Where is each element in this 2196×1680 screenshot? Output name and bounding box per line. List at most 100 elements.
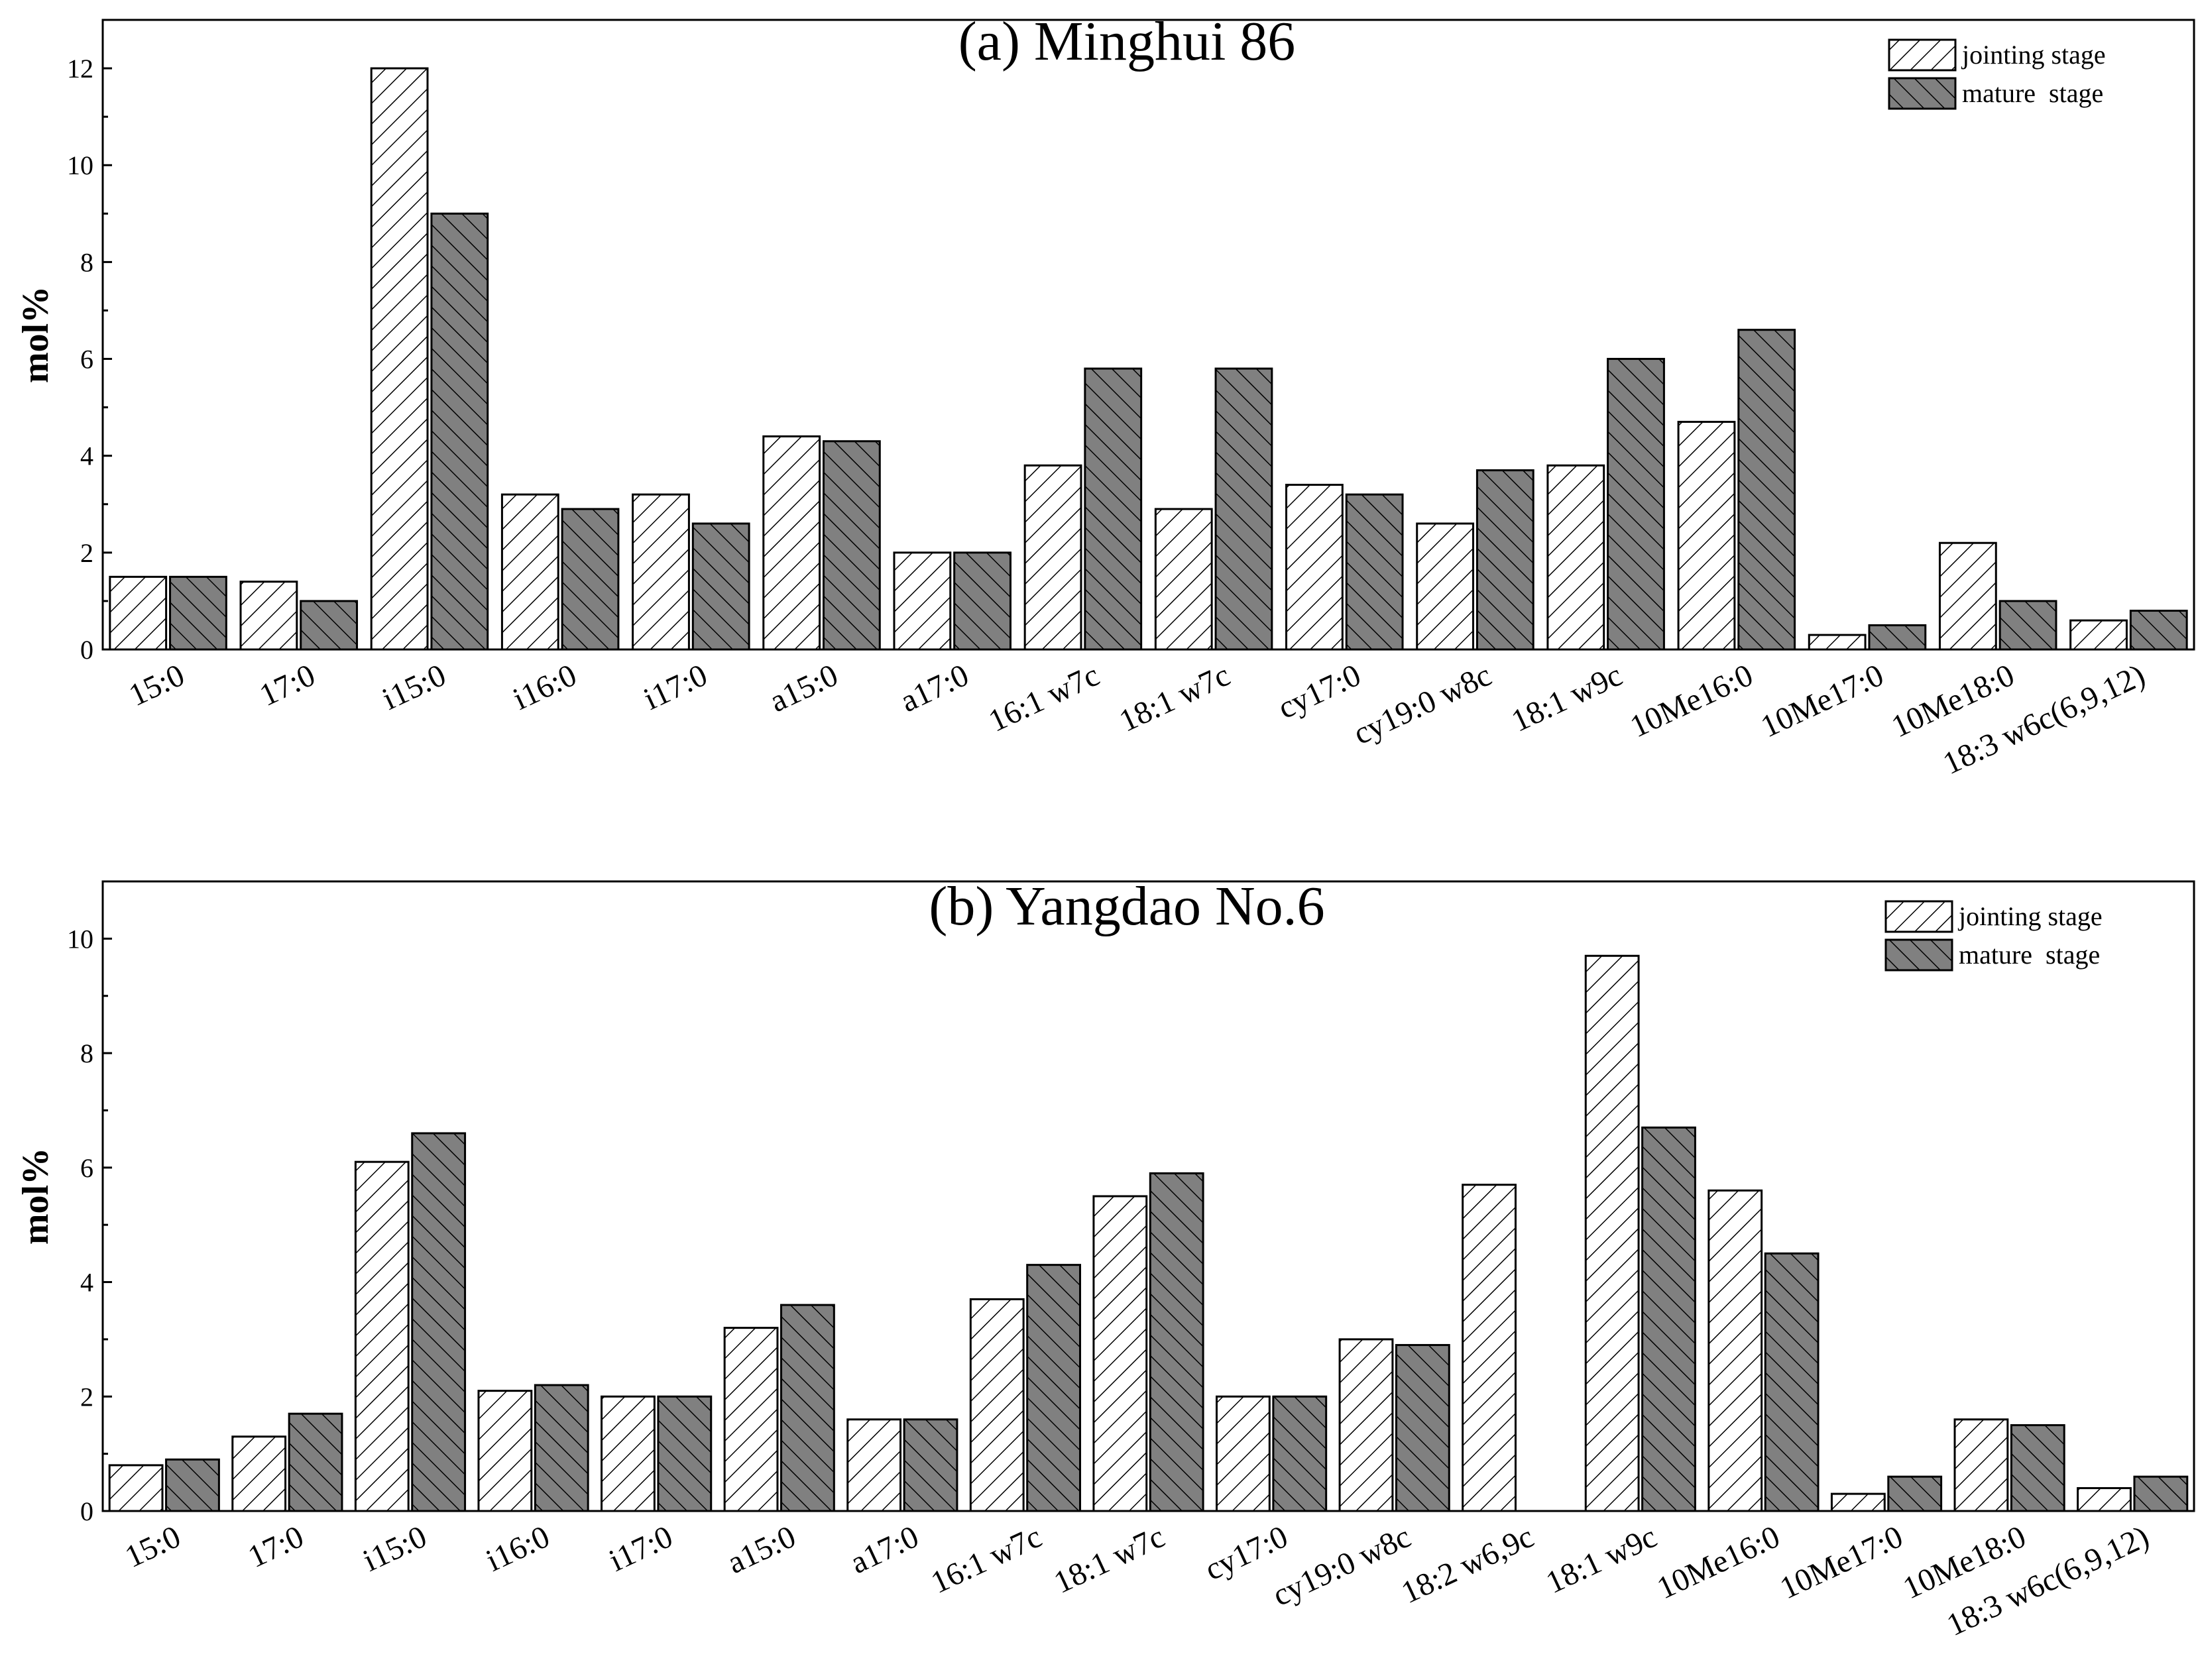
legend-swatch-mature <box>1884 938 1953 972</box>
x-tick-label: i16:0 <box>508 657 582 717</box>
bar-mature-5 <box>822 440 881 651</box>
bar-mature-15 <box>2129 610 2188 651</box>
bar-jointing-5 <box>762 435 821 651</box>
bar-jointing-0 <box>109 575 168 651</box>
x-tick-label: 18:3 w6c(6,9,12) <box>1941 1519 2154 1643</box>
bar-jointing-13 <box>1808 634 1867 651</box>
y-tick-label: 4 <box>80 441 93 471</box>
chart-title: (b) Yangdao No.6 <box>929 875 1324 937</box>
bar-jointing-3 <box>477 1390 533 1512</box>
bar-jointing-8 <box>1092 1195 1148 1512</box>
bar-jointing-7 <box>1023 464 1082 651</box>
legend-swatch-jointing <box>1888 38 1957 72</box>
bar-mature-7 <box>1084 367 1143 651</box>
x-tick-label: a15:0 <box>764 657 843 719</box>
legend-label: mature stage <box>1959 940 2100 970</box>
x-tick-label: cy17:0 <box>1273 657 1366 726</box>
y-axis-label: mol% <box>15 1148 56 1245</box>
bar-mature-14 <box>1887 1475 1943 1512</box>
bar-mature-13 <box>1764 1252 1820 1512</box>
plot-frame <box>101 19 2195 651</box>
x-tick-label: i16:0 <box>481 1519 555 1579</box>
x-tick-label: 18:1 w7c <box>1049 1519 1170 1600</box>
x-tick-label: a17:0 <box>895 657 974 719</box>
y-tick-label: 6 <box>80 1153 93 1183</box>
bar-mature-3 <box>561 508 620 651</box>
x-tick-label: 17:0 <box>243 1519 309 1575</box>
bar-jointing-16 <box>2077 1486 2132 1512</box>
bar-mature-2 <box>411 1132 467 1512</box>
bar-jointing-2 <box>354 1160 410 1512</box>
chart-title: (a) Minghui 86 <box>958 11 1296 72</box>
y-tick-label: 8 <box>80 1038 93 1068</box>
bar-jointing-9 <box>1216 1395 1271 1512</box>
y-tick-label: 10 <box>67 924 93 954</box>
legend-label: jointing stage <box>1957 901 2103 931</box>
y-tick-label: 0 <box>80 635 93 665</box>
bar-mature-6 <box>903 1418 958 1512</box>
bar-mature-16 <box>2133 1475 2189 1512</box>
y-axis-label: mol% <box>15 286 56 383</box>
bar-mature-5 <box>780 1304 835 1512</box>
bar-mature-14 <box>1998 600 2057 651</box>
x-tick-label: 18:1 w7c <box>1114 657 1236 739</box>
y-tick-label: 0 <box>80 1496 93 1526</box>
x-tick-label: a15:0 <box>722 1519 801 1581</box>
x-tick-label: 16:1 w7c <box>983 657 1104 739</box>
bar-mature-9 <box>1272 1395 1328 1512</box>
y-tick-label: 12 <box>67 54 93 84</box>
bar-mature-4 <box>657 1395 713 1512</box>
bar-mature-2 <box>430 212 489 651</box>
legend-label: jointing stage <box>1961 40 2106 70</box>
bar-mature-10 <box>1395 1344 1450 1512</box>
bar-mature-15 <box>2010 1424 2065 1512</box>
x-tick-label: 15:0 <box>123 657 190 713</box>
bar-jointing-10 <box>1338 1338 1394 1512</box>
chart-panel-b: 0 2 4 6 8 10 mol% (b) Yangdao No.6 15:0 17:0 i15:0… <box>15 875 2195 1643</box>
bar-jointing-12 <box>1584 954 1640 1512</box>
y-tick-label: 2 <box>80 538 93 568</box>
plot-frame <box>101 880 2195 1512</box>
x-tick-label: 18:2 w6,9c <box>1396 1519 1539 1610</box>
bar-jointing-2 <box>370 67 429 651</box>
y-tick-label: 6 <box>80 345 93 374</box>
bar-mature-10 <box>1475 469 1534 651</box>
bar-jointing-15 <box>1953 1418 2009 1512</box>
bar-jointing-10 <box>1416 522 1475 651</box>
bar-mature-11 <box>1607 358 1665 651</box>
x-tick-label: 17:0 <box>255 657 321 713</box>
bar-mature-0 <box>165 1458 220 1512</box>
bar-mature-12 <box>1737 329 1796 651</box>
bar-jointing-11 <box>1546 464 1605 651</box>
bar-jointing-7 <box>969 1298 1025 1512</box>
x-tick-label: cy19:0 w8c <box>1267 1519 1416 1613</box>
bar-jointing-4 <box>601 1395 656 1512</box>
bar-mature-12 <box>1641 1126 1696 1512</box>
x-tick-label: 10Me17:0 <box>1755 657 1888 744</box>
bar-jointing-0 <box>108 1464 164 1512</box>
bar-jointing-14 <box>1938 541 1997 651</box>
x-tick-label: 10Me17:0 <box>1774 1519 1908 1606</box>
bar-jointing-12 <box>1677 421 1736 651</box>
bar-jointing-6 <box>893 551 952 651</box>
bar-mature-7 <box>1026 1264 1081 1512</box>
bar-jointing-9 <box>1285 484 1344 651</box>
bar-mature-8 <box>1149 1172 1204 1512</box>
bar-mature-1 <box>300 600 359 651</box>
bar-jointing-1 <box>239 581 298 651</box>
x-tick-label: cy19:0 w8c <box>1348 657 1497 752</box>
chart-panel-a: 0 2 4 6 8 10 12 mol% (a) Minghui 86 15:0 17:0 i15:0… <box>15 11 2195 781</box>
bar-jointing-1 <box>231 1435 287 1512</box>
legend-swatch-jointing <box>1884 900 1953 933</box>
bar-jointing-13 <box>1707 1189 1763 1512</box>
y-tick-label: 10 <box>67 150 93 180</box>
bar-mature-3 <box>534 1384 589 1512</box>
bar-jointing-14 <box>1830 1492 1886 1512</box>
x-tick-label: i15:0 <box>377 657 451 717</box>
bar-mature-6 <box>953 551 1011 651</box>
bar-jointing-5 <box>723 1327 779 1512</box>
bar-jointing-3 <box>500 493 559 651</box>
y-tick-label: 2 <box>80 1382 93 1412</box>
x-tick-label: 10Me16:0 <box>1652 1519 1785 1606</box>
